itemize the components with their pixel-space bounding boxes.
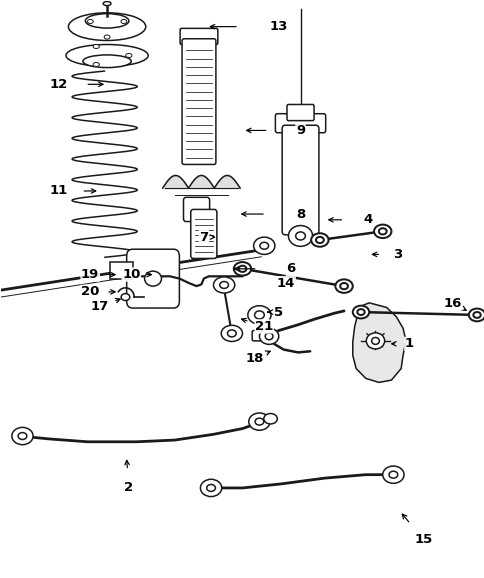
Text: 4: 4	[363, 213, 372, 227]
Text: 18: 18	[245, 351, 263, 365]
FancyBboxPatch shape	[282, 125, 318, 235]
Ellipse shape	[93, 45, 99, 49]
Text: 19: 19	[81, 268, 99, 281]
Ellipse shape	[265, 333, 272, 340]
Text: 8: 8	[295, 208, 304, 221]
Text: 2: 2	[124, 481, 133, 494]
Ellipse shape	[339, 283, 347, 289]
Ellipse shape	[121, 20, 126, 24]
Ellipse shape	[18, 432, 27, 439]
Text: 6: 6	[286, 262, 295, 275]
Ellipse shape	[334, 279, 352, 293]
Polygon shape	[352, 303, 405, 383]
Ellipse shape	[103, 2, 111, 6]
Ellipse shape	[365, 333, 384, 349]
Text: 1: 1	[404, 338, 413, 350]
Text: 5: 5	[273, 306, 283, 318]
FancyBboxPatch shape	[252, 331, 266, 341]
Ellipse shape	[66, 45, 148, 66]
Ellipse shape	[85, 14, 129, 28]
FancyBboxPatch shape	[287, 105, 314, 121]
Ellipse shape	[206, 484, 215, 491]
Text: 21: 21	[255, 320, 273, 333]
Ellipse shape	[238, 266, 246, 272]
Text: 3: 3	[392, 248, 401, 261]
Ellipse shape	[259, 328, 278, 344]
Ellipse shape	[233, 262, 251, 276]
Ellipse shape	[83, 55, 131, 68]
Ellipse shape	[371, 338, 378, 344]
Ellipse shape	[472, 312, 480, 318]
Ellipse shape	[388, 471, 397, 478]
Text: 15: 15	[414, 533, 432, 546]
Ellipse shape	[295, 232, 305, 240]
Text: 10: 10	[122, 268, 140, 281]
Ellipse shape	[68, 13, 146, 40]
Ellipse shape	[254, 311, 264, 319]
FancyBboxPatch shape	[182, 39, 215, 165]
Ellipse shape	[93, 62, 99, 66]
Ellipse shape	[378, 228, 386, 235]
Ellipse shape	[227, 330, 236, 337]
Text: 20: 20	[81, 286, 99, 298]
Ellipse shape	[104, 35, 110, 39]
Text: 7: 7	[199, 231, 208, 243]
Ellipse shape	[213, 277, 234, 293]
Ellipse shape	[87, 20, 93, 24]
Ellipse shape	[144, 271, 161, 286]
Ellipse shape	[382, 466, 403, 483]
Ellipse shape	[219, 281, 228, 288]
FancyBboxPatch shape	[126, 249, 179, 308]
FancyBboxPatch shape	[180, 28, 217, 45]
Ellipse shape	[247, 306, 271, 324]
FancyBboxPatch shape	[183, 197, 209, 221]
Text: 9: 9	[295, 124, 304, 137]
Ellipse shape	[311, 234, 328, 247]
Ellipse shape	[125, 53, 132, 57]
Text: 13: 13	[269, 20, 287, 33]
FancyBboxPatch shape	[110, 262, 133, 279]
Ellipse shape	[12, 427, 33, 444]
Text: 12: 12	[49, 78, 68, 91]
Ellipse shape	[253, 237, 274, 254]
Ellipse shape	[315, 237, 323, 243]
Ellipse shape	[263, 413, 277, 424]
Ellipse shape	[259, 242, 268, 249]
Text: 14: 14	[276, 277, 295, 290]
FancyBboxPatch shape	[190, 209, 216, 258]
Ellipse shape	[468, 309, 484, 321]
Ellipse shape	[373, 225, 391, 238]
Text: 11: 11	[49, 184, 68, 198]
Ellipse shape	[200, 479, 221, 497]
Ellipse shape	[357, 309, 364, 315]
Ellipse shape	[255, 418, 263, 425]
Ellipse shape	[248, 413, 270, 430]
Ellipse shape	[121, 294, 130, 301]
Text: 16: 16	[443, 297, 461, 310]
Ellipse shape	[352, 306, 368, 318]
Text: 17: 17	[91, 300, 109, 313]
FancyBboxPatch shape	[275, 114, 325, 133]
Ellipse shape	[221, 325, 242, 342]
Ellipse shape	[288, 225, 312, 246]
